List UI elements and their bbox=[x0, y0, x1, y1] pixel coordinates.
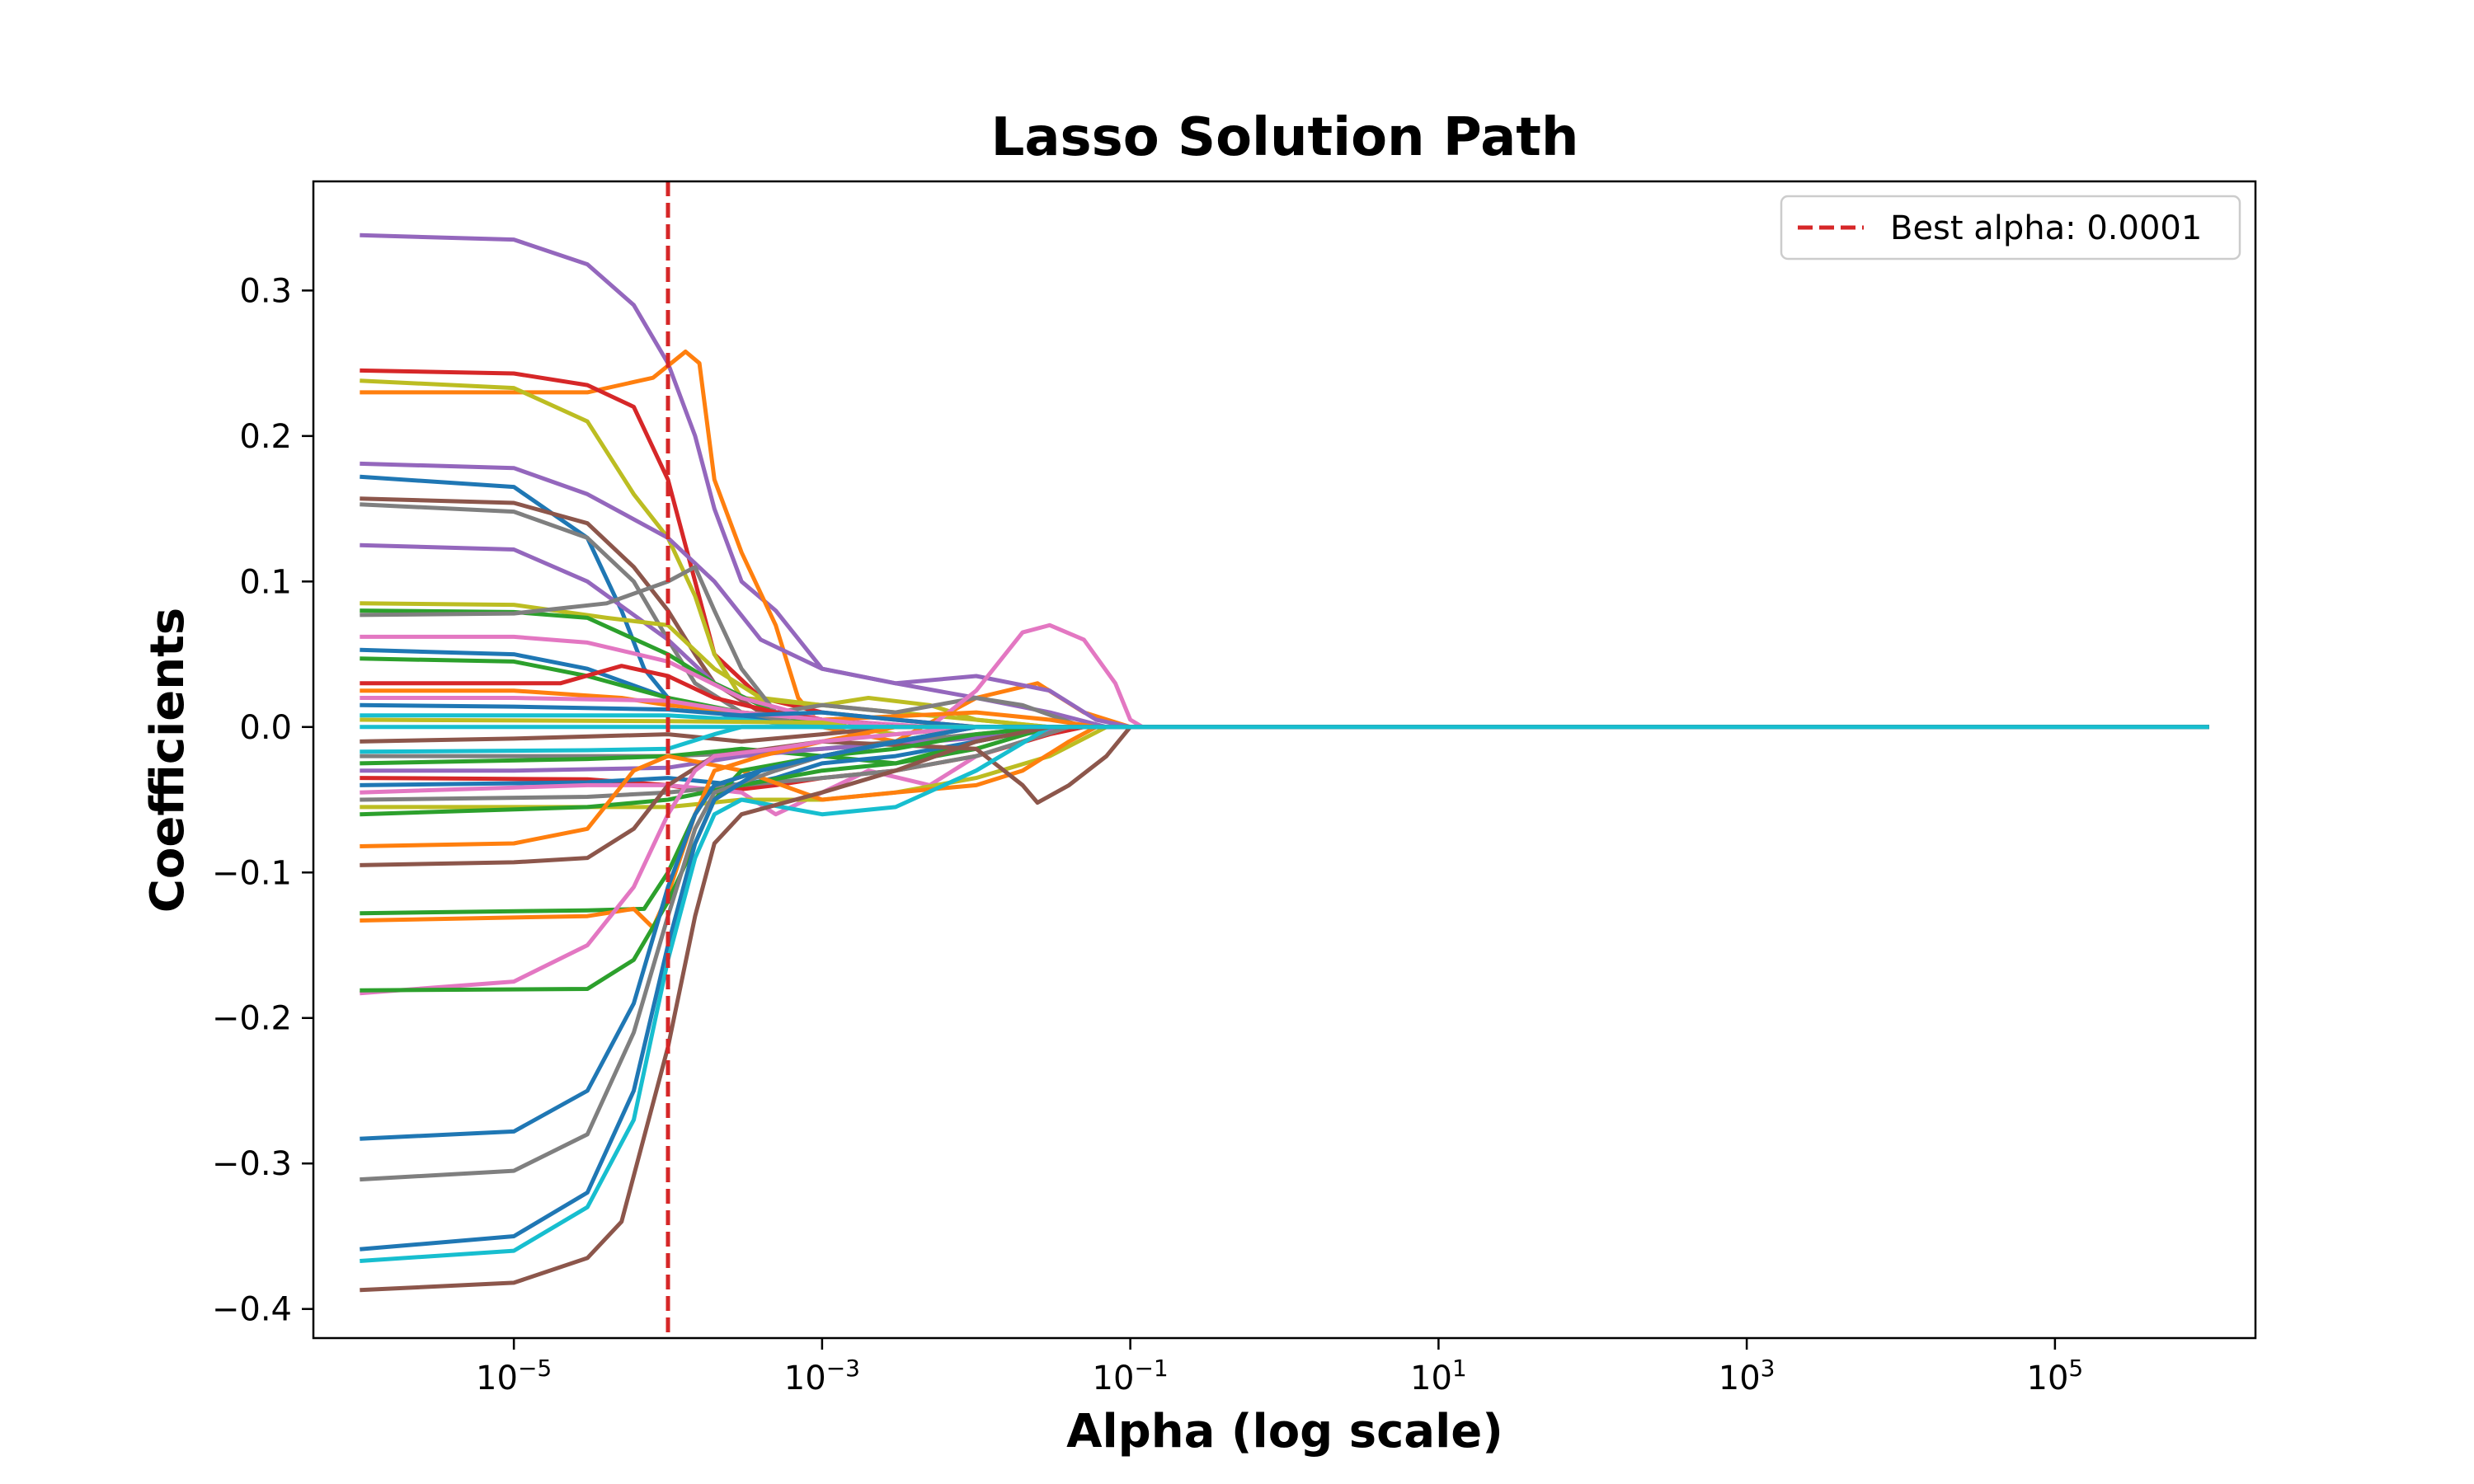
y-axis-ticks: 0.3 0.2 0.1 0.0 −0.1 −0.2 −0.3 −0.4 bbox=[212, 272, 313, 1329]
series-line-coef_30 bbox=[360, 725, 2209, 802]
x-tick-label: 103 bbox=[1719, 1355, 1776, 1397]
series-line-coef_43 bbox=[360, 725, 2209, 1293]
x-axis-ticks: 10−5 10−3 10−1 101 103 105 bbox=[476, 1338, 2083, 1397]
series-line-coef_16 bbox=[360, 664, 2209, 730]
legend-entry-best-alpha: Best alpha: 0.0001 bbox=[1890, 209, 2202, 247]
series-line-coef_32 bbox=[360, 725, 2209, 817]
x-tick-label: 101 bbox=[1410, 1355, 1467, 1397]
x-axis-label: Alpha (log scale) bbox=[1066, 1405, 1503, 1458]
series-line-coef_12 bbox=[360, 565, 2209, 730]
x-tick-label: 105 bbox=[2027, 1355, 2084, 1397]
y-tick-label: −0.4 bbox=[212, 1291, 292, 1329]
series-line-coef_22 bbox=[360, 725, 2209, 744]
y-tick-label: 0.2 bbox=[239, 418, 292, 456]
series-line-coef_23 bbox=[360, 725, 2209, 758]
series-line-coef_34 bbox=[360, 725, 2209, 867]
x-tick-label: 10−1 bbox=[1093, 1355, 1169, 1397]
y-tick-label: 0.3 bbox=[239, 272, 292, 310]
y-tick-label: −0.1 bbox=[212, 854, 292, 892]
y-tick-label: −0.2 bbox=[212, 1000, 292, 1038]
y-tick-label: −0.3 bbox=[212, 1145, 292, 1183]
series-lines bbox=[360, 232, 2209, 1293]
series-line-coef_4 bbox=[360, 378, 2209, 730]
chart-title: Lasso Solution Path bbox=[991, 107, 1579, 168]
y-axis-label: Coefficients bbox=[141, 608, 195, 913]
series-line-coef_3 bbox=[360, 368, 2209, 730]
series-line-coef_37 bbox=[360, 725, 2209, 996]
plot-area-frame bbox=[312, 180, 2257, 1340]
x-tick-label: 10−5 bbox=[476, 1355, 552, 1397]
legend-box bbox=[1780, 195, 2241, 261]
x-tick-label: 10−3 bbox=[784, 1355, 860, 1397]
series-line-coef_25 bbox=[360, 725, 2209, 766]
series-line-coef_26 bbox=[360, 725, 2209, 773]
series-line-coef_42 bbox=[360, 725, 2209, 1263]
series-line-coef_24 bbox=[360, 725, 2209, 754]
series-line-coef_41 bbox=[360, 725, 2209, 1252]
series-line-coef_5 bbox=[360, 461, 2209, 730]
series-line-coef_7 bbox=[360, 496, 2209, 730]
series-line-coef_10 bbox=[360, 601, 2209, 730]
legend: Best alpha: 0.0001 bbox=[1780, 195, 2241, 261]
series-line-coef_33 bbox=[360, 725, 2209, 848]
y-tick-label: 0.1 bbox=[239, 563, 292, 601]
series-line-coef_13 bbox=[360, 622, 2209, 730]
y-tick-label: 0.0 bbox=[239, 709, 292, 747]
